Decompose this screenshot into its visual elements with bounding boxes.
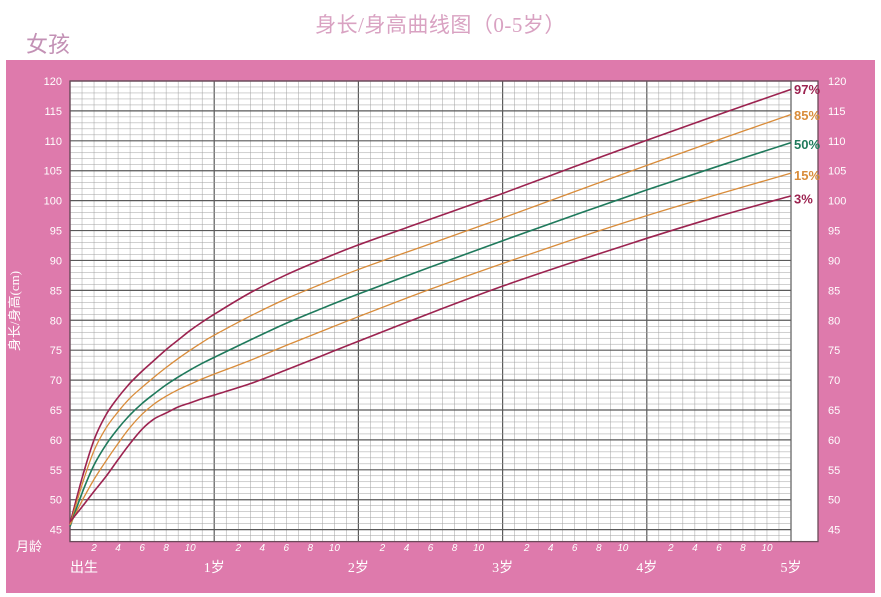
svg-text:105: 105 <box>828 166 846 178</box>
svg-text:4岁: 4岁 <box>636 560 657 576</box>
svg-text:2: 2 <box>234 543 241 554</box>
svg-text:身长/身高(cm): 身长/身高(cm) <box>7 271 22 351</box>
svg-text:50%: 50% <box>794 137 820 152</box>
svg-text:105: 105 <box>44 166 62 178</box>
svg-text:6: 6 <box>572 543 578 554</box>
svg-text:100: 100 <box>44 196 62 208</box>
svg-text:75: 75 <box>828 345 840 357</box>
svg-text:6: 6 <box>428 543 434 554</box>
svg-text:6: 6 <box>139 543 145 554</box>
svg-text:55: 55 <box>50 465 62 477</box>
svg-text:110: 110 <box>44 136 62 148</box>
svg-text:80: 80 <box>50 315 62 327</box>
svg-text:85%: 85% <box>794 108 820 123</box>
svg-text:8: 8 <box>596 543 602 554</box>
svg-text:3%: 3% <box>794 191 813 206</box>
svg-text:3岁: 3岁 <box>492 560 513 576</box>
svg-text:10: 10 <box>617 543 629 554</box>
svg-text:45: 45 <box>828 525 840 537</box>
svg-text:70: 70 <box>828 375 840 387</box>
svg-text:50: 50 <box>50 495 62 507</box>
svg-text:2: 2 <box>379 543 386 554</box>
svg-text:4: 4 <box>404 543 410 554</box>
svg-text:115: 115 <box>44 106 62 118</box>
svg-text:4: 4 <box>548 543 554 554</box>
svg-text:月龄: 月龄 <box>16 539 42 554</box>
svg-text:55: 55 <box>828 465 840 477</box>
svg-text:8: 8 <box>163 543 169 554</box>
svg-text:6: 6 <box>284 543 290 554</box>
svg-text:2岁: 2岁 <box>348 560 369 576</box>
svg-text:45: 45 <box>50 525 62 537</box>
svg-text:出生: 出生 <box>70 560 98 576</box>
svg-text:120: 120 <box>828 76 846 88</box>
svg-text:85: 85 <box>50 285 62 297</box>
svg-text:95: 95 <box>828 226 840 238</box>
svg-text:8: 8 <box>740 543 746 554</box>
svg-text:4: 4 <box>692 543 698 554</box>
svg-text:10: 10 <box>473 543 485 554</box>
svg-text:10: 10 <box>761 543 773 554</box>
svg-text:4: 4 <box>115 543 121 554</box>
svg-text:90: 90 <box>50 255 62 267</box>
svg-text:65: 65 <box>50 405 62 417</box>
svg-text:10: 10 <box>185 543 197 554</box>
svg-text:70: 70 <box>50 375 62 387</box>
svg-text:15%: 15% <box>794 168 820 183</box>
svg-text:90: 90 <box>828 255 840 267</box>
svg-text:95: 95 <box>50 226 62 238</box>
svg-text:10: 10 <box>329 543 341 554</box>
svg-text:5岁: 5岁 <box>781 560 802 576</box>
svg-text:85: 85 <box>828 285 840 297</box>
svg-text:65: 65 <box>828 405 840 417</box>
svg-text:6: 6 <box>716 543 722 554</box>
svg-text:60: 60 <box>50 435 62 447</box>
svg-text:1岁: 1岁 <box>204 560 225 576</box>
svg-text:50: 50 <box>828 495 840 507</box>
svg-text:2: 2 <box>90 543 97 554</box>
svg-text:75: 75 <box>50 345 62 357</box>
svg-text:8: 8 <box>452 543 458 554</box>
svg-text:120: 120 <box>44 76 62 88</box>
svg-text:4: 4 <box>259 543 265 554</box>
svg-text:110: 110 <box>828 136 846 148</box>
svg-text:2: 2 <box>523 543 530 554</box>
svg-text:115: 115 <box>828 106 846 118</box>
svg-text:8: 8 <box>308 543 314 554</box>
svg-text:100: 100 <box>828 196 846 208</box>
svg-text:60: 60 <box>828 435 840 447</box>
svg-text:97%: 97% <box>794 82 820 97</box>
svg-text:80: 80 <box>828 315 840 327</box>
svg-text:2: 2 <box>667 543 674 554</box>
